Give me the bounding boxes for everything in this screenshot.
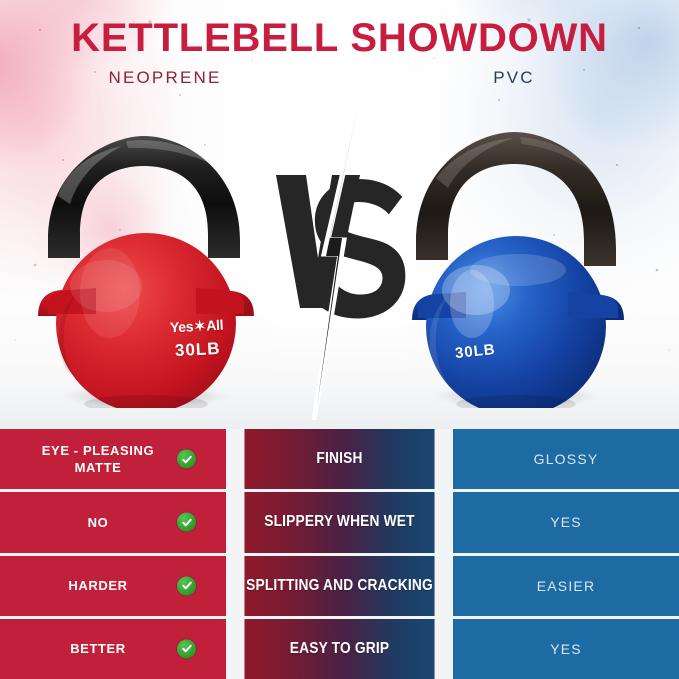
neoprene-value-text: HARDER xyxy=(68,577,128,593)
table-row: BETTER EASY TO GRIP YES xyxy=(0,618,679,679)
comparison-table: EYE - PLEASING MATTE FINISH GLOSSY NO SL… xyxy=(0,429,679,679)
table-row: EYE - PLEASING MATTE FINISH GLOSSY xyxy=(0,429,679,490)
versus-badge xyxy=(270,89,420,421)
pvc-value-cell: YES xyxy=(453,492,679,553)
right-product-label: PVC xyxy=(493,68,535,87)
check-circle-icon xyxy=(177,449,196,469)
star-icon: ✶ xyxy=(193,317,206,335)
neoprene-value-cell: NO xyxy=(0,492,226,553)
feature-name-cell: SLIPPERY WHEN WET xyxy=(244,492,435,553)
feature-name-cell: SPLITTING AND CRACKING xyxy=(244,555,435,616)
neoprene-value-text: NO xyxy=(87,514,109,530)
table-row: HARDER SPLITTING AND CRACKING EASIER xyxy=(0,555,679,616)
neoprene-value-cell: HARDER xyxy=(0,555,226,616)
neoprene-value-line1: EYE - PLEASING xyxy=(41,442,155,458)
table-row: NO SLIPPERY WHEN WET YES xyxy=(0,492,679,553)
pvc-value-cell: EASIER xyxy=(453,555,679,616)
neoprene-value-cell: EYE - PLEASING MATTE xyxy=(0,429,226,490)
neoprene-value-text: BETTER xyxy=(70,641,126,657)
neoprene-value-line2: MATTE xyxy=(74,460,122,476)
check-circle-icon xyxy=(177,639,196,659)
neoprene-weight-label: 30LB xyxy=(174,338,222,361)
neoprene-kettlebell-image xyxy=(18,108,268,408)
feature-name-cell: EASY TO GRIP xyxy=(244,618,435,679)
feature-name-cell: FINISH xyxy=(244,429,435,490)
neoprene-value-text: EYE - PLEASING MATTE xyxy=(42,442,154,477)
check-circle-icon xyxy=(177,512,196,532)
pvc-value-cell: GLOSSY xyxy=(453,429,679,490)
brand-logo-text: Yes✶All xyxy=(170,317,224,337)
check-circle-icon xyxy=(177,576,196,596)
neoprene-value-cell: BETTER xyxy=(0,618,226,679)
brand-prefix: Yes xyxy=(169,318,194,336)
page-title: KETTLEBELL SHOWDOWN xyxy=(71,16,608,60)
pvc-kettlebell-image xyxy=(392,108,644,408)
brand-suffix: All xyxy=(205,316,224,334)
pvc-value-cell: YES xyxy=(453,618,679,679)
left-product-label: NEOPRENE xyxy=(108,68,222,87)
